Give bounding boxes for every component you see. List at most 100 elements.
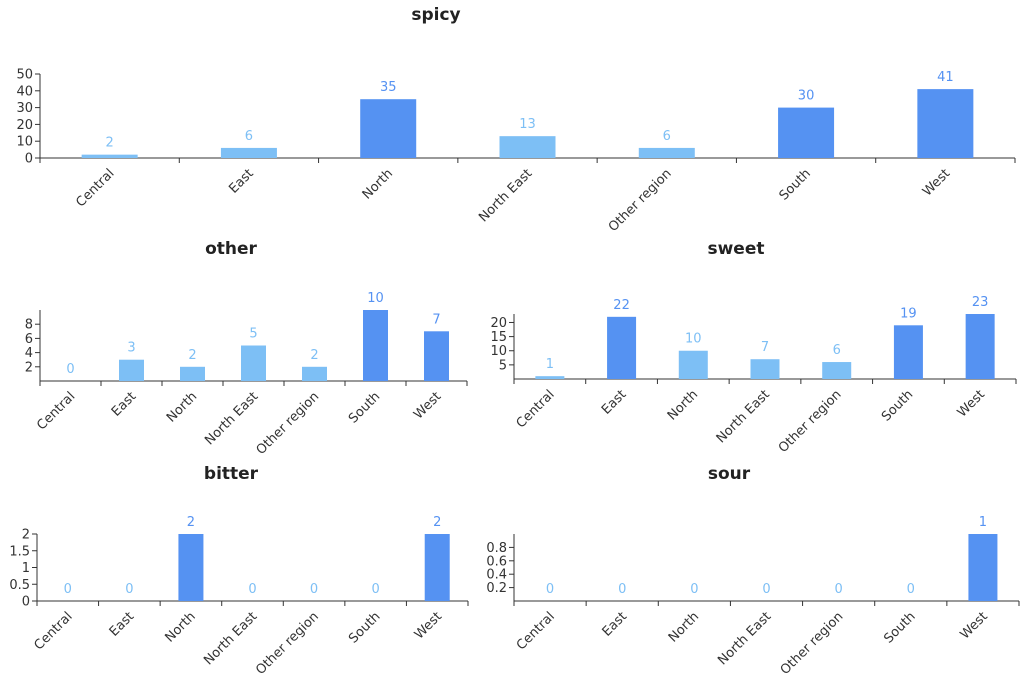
data-label: 35 xyxy=(380,80,397,95)
bar-north[interactable] xyxy=(678,350,708,379)
data-label: 0 xyxy=(835,582,843,597)
x-tick-label: West xyxy=(412,609,445,642)
x-tick-label: Central xyxy=(73,166,117,210)
bar-other-region[interactable] xyxy=(822,362,852,379)
data-label: 0 xyxy=(372,582,380,597)
y-tick-label: 10 xyxy=(490,344,507,359)
bar-south[interactable] xyxy=(893,325,923,379)
y-tick-label: 0 xyxy=(25,152,33,167)
data-label: 23 xyxy=(972,295,989,310)
x-tick-label: Central xyxy=(514,387,558,431)
bar-west[interactable] xyxy=(917,89,974,158)
chart-title: sweet xyxy=(707,239,764,259)
y-tick-label: 0.8 xyxy=(486,541,507,556)
x-tick-label: North East xyxy=(202,389,261,448)
data-label: 10 xyxy=(367,291,384,306)
data-label: 0 xyxy=(618,582,626,597)
x-tick-label: North East xyxy=(201,609,260,668)
bar-west[interactable] xyxy=(424,534,450,601)
x-tick-label: West xyxy=(955,387,988,420)
bar-east[interactable] xyxy=(607,316,637,379)
x-tick-label: North East xyxy=(476,166,535,225)
bar-north-east[interactable] xyxy=(241,345,266,382)
bar-south[interactable] xyxy=(363,310,388,381)
data-label: 0 xyxy=(762,582,770,597)
y-tick-label: 4 xyxy=(25,346,33,361)
x-tick-label: North xyxy=(665,387,701,423)
y-tick-label: 2 xyxy=(25,360,33,375)
data-label: 0 xyxy=(907,582,915,597)
data-label: 0 xyxy=(546,582,554,597)
x-tick-label: Other region xyxy=(778,609,847,678)
x-tick-label: North xyxy=(666,609,702,645)
bar-north-east[interactable] xyxy=(750,359,780,379)
chart-title: bitter xyxy=(204,464,259,484)
data-label: 13 xyxy=(519,117,536,132)
y-tick-label: 20 xyxy=(490,316,507,331)
x-tick-label: Other region xyxy=(776,387,845,456)
chart-title: other xyxy=(205,239,257,259)
data-label: 6 xyxy=(245,129,253,144)
data-label: 6 xyxy=(833,343,841,358)
bar-central[interactable] xyxy=(535,376,565,379)
x-tick-label: Central xyxy=(514,609,558,653)
y-tick-label: 1 xyxy=(22,561,30,576)
data-label: 2 xyxy=(433,515,441,530)
x-tick-label: East xyxy=(599,387,629,417)
chart-bitter: bitter00.511.520Central0East2North0North… xyxy=(9,464,469,678)
x-tick-label: West xyxy=(411,389,444,422)
y-tick-label: 10 xyxy=(16,135,33,150)
y-tick-label: 15 xyxy=(490,330,507,345)
data-label: 0 xyxy=(66,362,74,377)
bar-other-region[interactable] xyxy=(638,147,695,158)
data-label: 1 xyxy=(979,515,987,530)
y-tick-label: 30 xyxy=(16,101,33,116)
bar-other-region[interactable] xyxy=(302,366,327,381)
bar-north[interactable] xyxy=(180,366,205,381)
x-tick-label: East xyxy=(109,389,139,419)
x-tick-label: North East xyxy=(714,387,773,446)
y-tick-label: 1.5 xyxy=(9,544,30,559)
x-tick-label: South xyxy=(777,166,814,203)
data-label: 0 xyxy=(690,582,698,597)
bar-west[interactable] xyxy=(968,534,998,601)
data-label: 19 xyxy=(900,306,917,321)
y-tick-label: 0.6 xyxy=(486,554,507,569)
data-label: 30 xyxy=(798,89,815,104)
x-tick-label: Other region xyxy=(254,389,323,458)
chart-title: sour xyxy=(708,464,751,484)
y-tick-label: 20 xyxy=(16,118,33,133)
chart-sweet: sweet51015201Central22East10North7North … xyxy=(490,239,1017,456)
bar-north[interactable] xyxy=(360,99,417,158)
bar-east[interactable] xyxy=(119,359,144,381)
data-label: 0 xyxy=(248,582,256,597)
x-tick-label: West xyxy=(920,166,953,199)
bar-north[interactable] xyxy=(178,534,204,601)
x-tick-label: South xyxy=(879,387,916,424)
data-label: 7 xyxy=(432,312,440,327)
data-label: 1 xyxy=(546,357,554,372)
x-tick-label: East xyxy=(107,609,137,639)
bar-west[interactable] xyxy=(965,314,995,379)
x-tick-label: Other region xyxy=(606,166,675,235)
data-label: 2 xyxy=(310,348,318,363)
data-label: 2 xyxy=(106,136,114,151)
data-label: 10 xyxy=(685,332,702,347)
x-tick-label: South xyxy=(346,389,383,426)
y-tick-label: 2 xyxy=(22,528,30,543)
bar-central[interactable] xyxy=(81,154,138,158)
data-label: 2 xyxy=(187,515,195,530)
data-label: 22 xyxy=(613,298,630,313)
x-tick-label: South xyxy=(346,609,383,646)
bar-east[interactable] xyxy=(220,147,277,158)
bar-south[interactable] xyxy=(778,107,835,158)
data-label: 2 xyxy=(188,348,196,363)
data-label: 5 xyxy=(249,327,257,342)
x-tick-label: East xyxy=(600,609,630,639)
y-tick-label: 8 xyxy=(25,318,33,333)
bar-west[interactable] xyxy=(424,331,449,381)
chart-title: spicy xyxy=(411,5,460,25)
bar-north-east[interactable] xyxy=(499,136,556,158)
